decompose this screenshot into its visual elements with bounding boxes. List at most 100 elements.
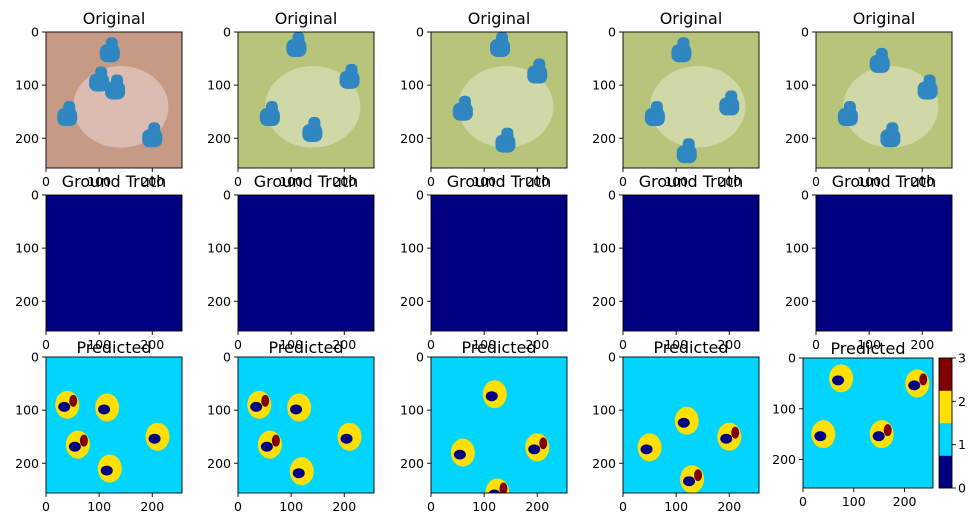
pipe-fitting-arm xyxy=(533,58,546,73)
ground-truth-xtick-label: 100 xyxy=(279,337,303,352)
class-0-region xyxy=(292,468,305,479)
predicted-xtick-label: 200 xyxy=(893,494,917,509)
predicted-xtick-label: 200 xyxy=(332,499,356,514)
ground-truth-xtick-label: 100 xyxy=(857,337,881,352)
axes-frame xyxy=(45,31,183,169)
title-predicted: Predicted xyxy=(76,338,151,357)
ground-truth-ytick-label: 100 xyxy=(785,241,809,256)
pipe-fitting-arm xyxy=(843,101,856,115)
class-0-region xyxy=(832,375,845,386)
original-ytick-label: 200 xyxy=(207,131,231,146)
colorbar-tick-label: 1 xyxy=(958,437,966,452)
original-xtick-label: 200 xyxy=(525,174,549,189)
predicted-xtick-label: 100 xyxy=(279,499,303,514)
predicted-xtick-label: 0 xyxy=(619,499,627,514)
title-predicted: Predicted xyxy=(653,338,728,357)
prediction-mask xyxy=(803,358,933,488)
title-predicted: Predicted xyxy=(461,338,536,357)
axes-frame xyxy=(45,194,183,332)
original-xtick-label: 200 xyxy=(332,174,356,189)
original-ytick-label: 100 xyxy=(785,78,809,93)
light-spot xyxy=(650,66,746,148)
predicted-xtick-label: 100 xyxy=(664,499,688,514)
original-xtick-label: 100 xyxy=(664,174,688,189)
ground-truth-xtick-label: 200 xyxy=(910,337,934,352)
original-ytick-label: 100 xyxy=(207,78,231,93)
original-xtick-label: 0 xyxy=(427,174,435,189)
original-xtick-label: 0 xyxy=(42,174,50,189)
ground-truth-xtick-label: 200 xyxy=(140,337,164,352)
ground-truth-xtick-label: 0 xyxy=(812,337,820,352)
original-xtick-label: 200 xyxy=(910,174,934,189)
original-ytick-label: 0 xyxy=(416,25,424,40)
colorbar-segment-1 xyxy=(939,423,952,456)
predicted-xtick-label: 200 xyxy=(717,499,741,514)
ground-truth-xtick-label: 100 xyxy=(472,337,496,352)
class-0-region xyxy=(100,465,113,476)
title-predicted: Predicted xyxy=(830,339,905,358)
pipe-fitting-arm xyxy=(95,66,108,81)
pipe-fitting-arm xyxy=(923,74,936,89)
original-xtick-label: 0 xyxy=(234,174,242,189)
ground-truth-mask xyxy=(46,195,182,331)
original-ytick-label: 200 xyxy=(785,131,809,146)
ground-truth-ytick-label: 100 xyxy=(592,241,616,256)
original-xtick-label: 100 xyxy=(857,174,881,189)
original-xtick-label: 0 xyxy=(619,174,627,189)
axes-frame xyxy=(45,356,183,494)
class-0-region xyxy=(148,433,161,444)
photo-image xyxy=(623,32,759,168)
predicted-ytick-label: 200 xyxy=(207,456,231,471)
pipe-fitting-arm xyxy=(886,122,899,137)
class-3-region xyxy=(79,434,88,447)
predicted-xtick-label: 0 xyxy=(42,499,50,514)
class-3-region xyxy=(731,426,740,439)
axes-frame xyxy=(622,194,760,332)
pipe-fitting-arm xyxy=(682,138,695,153)
class-3-region xyxy=(883,424,892,437)
predicted-xtick-label: 200 xyxy=(140,499,164,514)
pipe-fitting-arm xyxy=(725,90,738,105)
ground-truth-ytick-label: 0 xyxy=(416,188,424,203)
axes-frame xyxy=(237,31,375,169)
panel-original-1: 0 100 200 0 100 200 Original xyxy=(15,9,183,189)
class-0-region xyxy=(720,433,733,444)
class-0-region xyxy=(260,441,273,452)
title-original: Original xyxy=(660,9,723,28)
title-original: Original xyxy=(853,9,916,28)
title-ground-truth: Ground Truth xyxy=(832,172,937,191)
colorbar: 0 1 2 3 xyxy=(938,351,966,496)
axes-frame xyxy=(430,31,568,169)
pipe-fitting-arm xyxy=(111,74,124,89)
colorbar-tick-label: 3 xyxy=(958,351,966,366)
pipe-fitting-arm xyxy=(105,37,118,52)
axes-frame xyxy=(430,356,568,494)
panel-original-2: 0 100 200 0 100 200 Original xyxy=(207,9,375,189)
axes-frame xyxy=(815,31,953,169)
predicted-ytick-label: 0 xyxy=(223,350,231,365)
class-1-region xyxy=(431,357,567,493)
class-0-region xyxy=(68,441,81,452)
colorbar-tick-label: 0 xyxy=(958,481,966,496)
title-ground-truth: Ground Truth xyxy=(639,172,744,191)
class-0-region xyxy=(908,380,921,391)
predicted-xtick-label: 100 xyxy=(842,494,866,509)
ground-truth-mask xyxy=(431,195,567,331)
predicted-xtick-label: 0 xyxy=(427,499,435,514)
axes-frame xyxy=(237,194,375,332)
light-spot xyxy=(458,66,554,148)
axes-frame xyxy=(622,356,760,494)
class-0-region xyxy=(453,449,466,460)
title-ground-truth: Ground Truth xyxy=(447,172,552,191)
ground-truth-ytick-label: 0 xyxy=(801,188,809,203)
predicted-ytick-label: 100 xyxy=(592,403,616,418)
panel-original-5: 0 100 200 0 100 200 Original xyxy=(785,9,953,189)
predicted-xtick-label: 100 xyxy=(87,499,111,514)
class-0-region xyxy=(814,431,827,442)
predicted-xtick-label: 0 xyxy=(799,494,807,509)
